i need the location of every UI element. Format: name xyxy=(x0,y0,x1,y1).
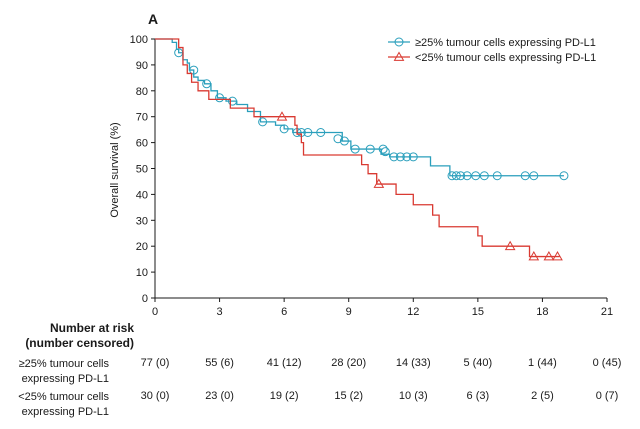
censor-mark-0 xyxy=(258,117,268,127)
y-tick-label: 90 xyxy=(136,60,148,72)
x-tick-label: 15 xyxy=(472,306,484,318)
censor-mark-0 xyxy=(471,171,481,181)
legend-marker-1 xyxy=(393,51,405,61)
x-tick-label: 0 xyxy=(152,306,158,318)
axes: 0 10 20 30 40 50 60 70 80 90 100 0 3 6 9 12 15 18 21 xyxy=(130,34,613,318)
censor-mark-1 xyxy=(552,251,563,261)
risk-value: 5 (40) xyxy=(463,357,493,369)
censor-mark-0 xyxy=(389,152,399,162)
censor-mark-1 xyxy=(276,111,288,121)
risk-value: 6 (3) xyxy=(466,390,490,402)
survival-chart: A Overall survival (%) 01020304050607080… xyxy=(109,11,613,318)
censor-mark-1 xyxy=(528,251,540,261)
censor-mark-0 xyxy=(316,127,326,137)
censor-mark-0 xyxy=(189,65,199,75)
risk-value: 19 (2) xyxy=(269,390,299,402)
censor-mark-0 xyxy=(174,48,184,58)
y-tick-label: 70 xyxy=(136,112,148,124)
x-tick-label: 21 xyxy=(601,306,613,318)
legend: ≥25% tumour cells expressing PD-L1 <25% t… xyxy=(388,37,596,64)
x-tick-label: 12 xyxy=(407,306,419,318)
censor-mark-0 xyxy=(339,136,349,146)
censor-mark-0 xyxy=(451,171,461,181)
survival-curve-0 xyxy=(155,38,564,177)
x-tick-label: 6 xyxy=(281,306,287,318)
risk-value: 0 (7) xyxy=(595,390,619,402)
risk-value: 28 (20) xyxy=(331,357,367,369)
y-tick-label: 30 xyxy=(136,215,148,227)
survival-curve-1 xyxy=(155,38,560,258)
risk-value: 41 (12) xyxy=(266,357,302,369)
series-layer xyxy=(155,38,569,261)
risk-row-label-high: ≥25% tumour cells expressing PD-L1 xyxy=(19,357,109,387)
y-tick-label: 80 xyxy=(136,86,148,98)
risk-value: 14 (33) xyxy=(395,357,431,369)
censor-mark-1 xyxy=(504,240,516,251)
risk-table-title: Number at risk (number censored) xyxy=(25,321,134,351)
risk-value: 77 (0) xyxy=(140,357,170,369)
censor-mark-0 xyxy=(380,147,390,157)
risk-title-line2: (number censored) xyxy=(25,336,134,350)
legend-label-1: <25% tumour cells expressing PD-L1 xyxy=(415,52,596,64)
risk-value: 1 (44) xyxy=(528,357,557,369)
risk-value: 55 (6) xyxy=(205,357,234,369)
series-1 xyxy=(155,38,563,261)
censor-mark-0 xyxy=(559,171,569,181)
censor-mark-0 xyxy=(492,171,502,181)
risk-value: 0 (45) xyxy=(592,357,622,369)
censor-mark-0 xyxy=(350,144,360,154)
risk-value: 10 (3) xyxy=(398,390,428,402)
censor-mark-0 xyxy=(202,79,212,89)
x-tick-label: 3 xyxy=(217,306,223,318)
censor-mark-0 xyxy=(395,152,405,162)
y-tick-label: 0 xyxy=(142,293,148,305)
censor-mark-0 xyxy=(378,144,388,154)
censor-mark-0 xyxy=(365,144,375,154)
censor-mark-0 xyxy=(215,93,225,103)
risk-row-label-high-line2: expressing PD-L1 xyxy=(21,373,109,385)
censor-mark-0 xyxy=(333,134,343,144)
censor-mark-0 xyxy=(479,171,489,181)
risk-value: 30 (0) xyxy=(140,390,170,402)
y-tick-label: 100 xyxy=(130,34,148,46)
censor-mark-1 xyxy=(543,251,555,261)
y-tick-label: 50 xyxy=(136,164,148,176)
risk-value: 15 (2) xyxy=(334,390,364,402)
risk-row-label-high-line1: ≥25% tumour cells xyxy=(18,358,109,370)
x-tick-label: 9 xyxy=(346,306,352,318)
y-axis-label: Overall survival (%) xyxy=(109,122,121,217)
y-tick-label: 20 xyxy=(136,241,148,253)
censor-mark-0 xyxy=(279,124,289,134)
panel-label: A xyxy=(148,11,158,27)
censor-mark-0 xyxy=(462,171,472,181)
censor-mark-0 xyxy=(447,171,457,181)
series-0 xyxy=(155,38,569,181)
censor-mark-0 xyxy=(520,171,530,181)
risk-value: 23 (0) xyxy=(205,390,234,402)
x-tick-label: 18 xyxy=(536,306,548,318)
censor-mark-0 xyxy=(227,96,237,106)
censor-mark-1 xyxy=(373,178,385,188)
y-tick-label: 60 xyxy=(136,138,148,150)
legend-label-0: ≥25% tumour cells expressing PD-L1 xyxy=(415,37,596,49)
censor-mark-0 xyxy=(408,152,418,162)
y-tick-label: 10 xyxy=(136,267,148,279)
censor-mark-0 xyxy=(402,152,412,162)
censor-mark-0 xyxy=(303,127,313,137)
censor-mark-0 xyxy=(529,171,539,181)
censor-mark-0 xyxy=(456,171,466,181)
risk-row-label-low: <25% tumour cells expressing PD-L1 xyxy=(18,390,109,420)
risk-row-label-low-line1: <25% tumour cells xyxy=(18,391,109,403)
risk-row-label-low-line2: expressing PD-L1 xyxy=(21,406,109,418)
risk-value: 2 (5) xyxy=(531,390,554,402)
legend-marker-0 xyxy=(394,37,404,47)
risk-title-line1: Number at risk xyxy=(49,321,134,335)
y-tick-label: 40 xyxy=(136,189,148,201)
